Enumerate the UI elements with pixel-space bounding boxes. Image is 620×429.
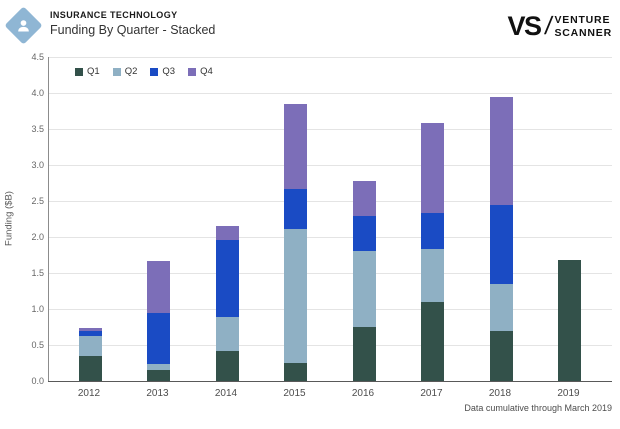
bar-segment-2013-q3[interactable] (147, 313, 170, 365)
legend-swatch-icon (188, 67, 197, 76)
legend-label: Q2 (124, 66, 138, 77)
bar-segment-2015-q2[interactable] (284, 229, 307, 363)
x-axis-line (48, 381, 612, 382)
bar-segment-2018-q3[interactable] (489, 204, 513, 284)
bar-segment-2013-q2[interactable] (147, 364, 170, 371)
legend-item-q3[interactable]: Q3 (150, 66, 175, 77)
chart-header: INSURANCE TECHNOLOGY Funding By Quarter … (50, 10, 215, 37)
x-axis-label-2015: 2015 (283, 388, 306, 399)
legend-item-q1[interactable]: Q1 (75, 66, 100, 77)
gridline (49, 345, 612, 346)
bar-segment-2014-q3[interactable] (215, 239, 239, 317)
bar-segment-2018-q4[interactable] (489, 96, 513, 205)
y-axis-title: Funding ($B) (3, 191, 15, 246)
x-axis-label-2016: 2016 (351, 388, 375, 399)
y-tick-label: 2.5 (31, 196, 44, 206)
gridline (49, 129, 612, 130)
legend-item-q2[interactable]: Q2 (112, 66, 138, 77)
bar-segment-2016-q4[interactable] (352, 180, 376, 217)
logo-vs-icon: VS (507, 11, 542, 41)
y-tick-label: 2.0 (31, 232, 44, 242)
bar-segment-2016-q3[interactable] (352, 216, 376, 251)
bar-segment-2015-q1[interactable] (284, 363, 307, 381)
bar-segment-2017-q4[interactable] (421, 123, 444, 213)
gridline (49, 237, 612, 238)
logo-slash: / (542, 12, 554, 40)
gridline (49, 273, 612, 274)
x-axis-label-2012: 2012 (77, 388, 101, 399)
logo-word-venture: VENTURE (554, 14, 611, 27)
bar-segment-2017-q1[interactable] (421, 301, 444, 381)
bar-segment-2012-q1[interactable] (78, 355, 102, 381)
bar-segment-2017-q3[interactable] (421, 212, 444, 250)
bar-segment-2013-q4[interactable] (147, 261, 170, 314)
x-axis-label-2014: 2014 (214, 388, 238, 399)
y-tick-label: 3.0 (31, 160, 44, 170)
bar-segment-2015-q4[interactable] (284, 103, 307, 190)
legend-item-q4[interactable]: Q4 (188, 66, 213, 77)
gridline (49, 93, 612, 94)
bar-segment-2016-q2[interactable] (352, 250, 376, 327)
bar-segment-2018-q2[interactable] (489, 283, 513, 331)
bar-segment-2012-q3[interactable] (78, 331, 102, 336)
legend-label: Q1 (87, 66, 100, 77)
legend-label: Q3 (162, 66, 176, 77)
legend-swatch-icon (75, 67, 83, 76)
y-tick-label: 1.5 (31, 268, 44, 278)
gridline (49, 165, 612, 166)
x-axis-label-2018: 2018 (488, 388, 512, 399)
chart-legend: Q1 Q2 Q3 Q4 (75, 66, 213, 77)
y-tick-label: 4.0 (31, 88, 44, 98)
bar-segment-2012-q4[interactable] (78, 327, 102, 332)
gridline (49, 309, 612, 310)
bar-segment-2013-q1[interactable] (147, 370, 170, 381)
y-tick-label: 4.5 (31, 52, 44, 62)
legend-swatch-icon (112, 67, 121, 76)
logo-wordmark: VENTURE SCANNER (554, 14, 612, 38)
insurance-category-diamond-icon (4, 6, 43, 45)
venture-scanner-logo: VS / VENTURE SCANNER (507, 11, 612, 41)
bar-segment-2014-q4[interactable] (215, 226, 239, 240)
logo-word-scanner: SCANNER (554, 26, 612, 39)
bar-segment-2016-q1[interactable] (352, 327, 376, 381)
y-tick-label: 0.5 (31, 340, 44, 350)
bar-segment-2012-q2[interactable] (78, 335, 102, 356)
bar-segment-2015-q3[interactable] (284, 189, 307, 230)
legend-swatch-icon (150, 67, 159, 76)
plot-area (48, 57, 612, 381)
x-axis-label-2013: 2013 (146, 388, 169, 399)
y-tick-label: 1.0 (31, 304, 44, 314)
y-tick-label: 3.5 (31, 124, 44, 134)
legend-label: Q4 (200, 66, 213, 77)
x-axis-label-2019: 2019 (557, 388, 580, 399)
gridline (49, 57, 612, 58)
gridline (49, 201, 612, 202)
bar-segment-2017-q2[interactable] (421, 249, 444, 302)
bar-segment-2014-q2[interactable] (215, 316, 239, 352)
data-cumulative-note: Data cumulative through March 2019 (464, 403, 612, 413)
x-axis-label-2017: 2017 (420, 388, 443, 399)
page-title: Funding By Quarter - Stacked (50, 23, 216, 37)
y-tick-label: 0.0 (31, 376, 44, 386)
bar-segment-2018-q1[interactable] (489, 330, 513, 381)
bar-segment-2014-q1[interactable] (215, 351, 239, 381)
bar-segment-2019-q1[interactable] (558, 260, 581, 381)
category-label: INSURANCE TECHNOLOGY (50, 10, 178, 20)
person-icon (18, 20, 29, 32)
